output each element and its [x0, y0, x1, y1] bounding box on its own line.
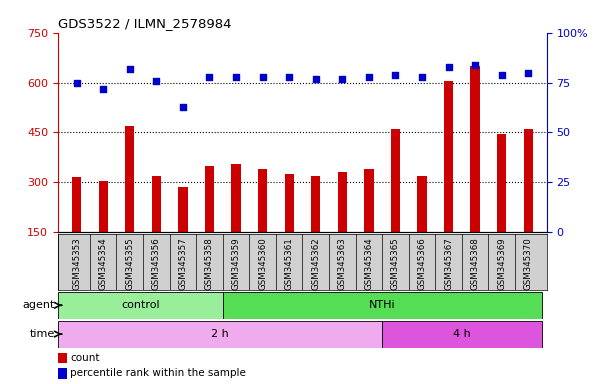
Point: [364, 73, 374, 79]
Bar: [364, 169, 373, 282]
Text: GSM345354: GSM345354: [99, 237, 108, 290]
Bar: [285, 174, 294, 282]
Text: percentile rank within the sample: percentile rank within the sample: [70, 368, 246, 378]
Text: GSM345368: GSM345368: [470, 237, 480, 290]
Text: GSM345361: GSM345361: [285, 237, 294, 290]
Point: [284, 73, 294, 79]
Bar: [258, 169, 267, 282]
Text: GSM345364: GSM345364: [364, 237, 373, 290]
Point: [417, 73, 427, 79]
Text: GSM345366: GSM345366: [417, 237, 426, 290]
Text: count: count: [70, 353, 100, 363]
Bar: [223, 292, 541, 319]
Point: [71, 79, 81, 86]
Text: GSM345362: GSM345362: [311, 237, 320, 290]
Bar: [232, 164, 241, 282]
Text: GSM345353: GSM345353: [72, 237, 81, 290]
Point: [258, 73, 268, 79]
Bar: [98, 181, 108, 282]
Text: GSM345360: GSM345360: [258, 237, 267, 290]
Bar: [58, 321, 382, 348]
Text: GSM345367: GSM345367: [444, 237, 453, 290]
Bar: [58, 353, 67, 363]
Text: time: time: [30, 329, 55, 339]
Bar: [338, 172, 347, 282]
Point: [444, 63, 453, 70]
Bar: [152, 176, 161, 282]
Point: [470, 61, 480, 68]
Bar: [205, 166, 214, 282]
Bar: [178, 187, 188, 282]
Bar: [58, 368, 67, 379]
Bar: [58, 292, 223, 319]
Point: [178, 103, 188, 109]
Point: [311, 76, 321, 82]
Point: [125, 66, 134, 72]
Text: NTHi: NTHi: [369, 300, 395, 310]
Bar: [391, 129, 400, 282]
Point: [497, 71, 507, 78]
Bar: [444, 81, 453, 282]
Text: agent: agent: [23, 300, 55, 310]
Text: GSM345370: GSM345370: [524, 237, 533, 290]
Point: [231, 73, 241, 79]
Point: [152, 78, 161, 84]
Text: GSM345357: GSM345357: [178, 237, 188, 290]
Point: [337, 76, 347, 82]
Text: 4 h: 4 h: [453, 329, 470, 339]
Bar: [382, 321, 541, 348]
Text: GSM345369: GSM345369: [497, 237, 506, 290]
Point: [205, 73, 214, 79]
Point: [98, 86, 108, 92]
Text: GSM345355: GSM345355: [125, 237, 134, 290]
Text: 2 h: 2 h: [211, 329, 229, 339]
Point: [390, 71, 400, 78]
Bar: [72, 177, 81, 282]
Bar: [311, 176, 320, 282]
Bar: [417, 176, 426, 282]
Bar: [524, 129, 533, 282]
Bar: [497, 134, 507, 282]
Point: [524, 70, 533, 76]
Text: GSM345363: GSM345363: [338, 237, 347, 290]
Bar: [470, 66, 480, 282]
Bar: [125, 126, 134, 282]
Text: GSM345365: GSM345365: [391, 237, 400, 290]
Text: GSM345356: GSM345356: [152, 237, 161, 290]
Text: control: control: [121, 300, 159, 310]
Text: GDS3522 / ILMN_2578984: GDS3522 / ILMN_2578984: [58, 17, 232, 30]
Text: GSM345359: GSM345359: [232, 237, 241, 290]
Text: GSM345358: GSM345358: [205, 237, 214, 290]
